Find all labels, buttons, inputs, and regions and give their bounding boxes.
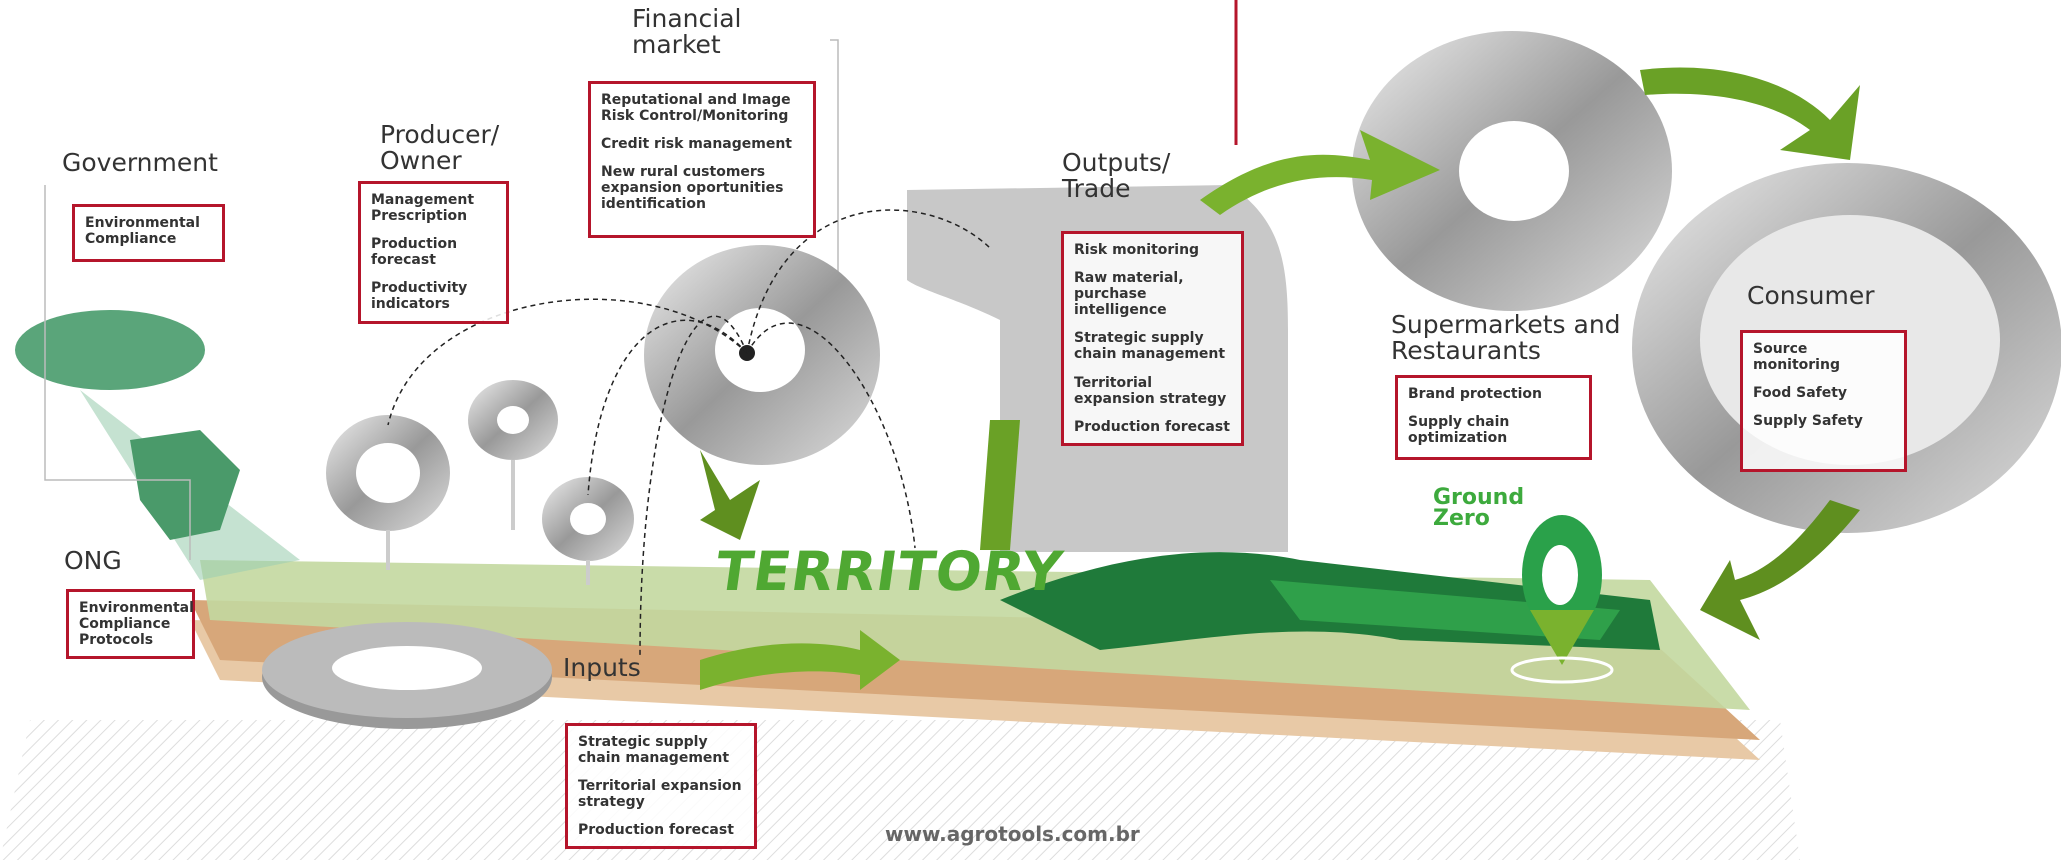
node-item: Production forecast bbox=[578, 822, 744, 838]
node-item: Environmental Compliance bbox=[85, 215, 212, 247]
node-box: Environmental Compliance bbox=[72, 204, 225, 262]
node-item: Reputational and Image Risk Control/Moni… bbox=[601, 92, 803, 124]
node-box: Source monitoring Food Safety Supply Safet… bbox=[1740, 330, 1907, 472]
node-item: Productivity indicators bbox=[371, 280, 496, 312]
node-item: Strategic supply chain management bbox=[578, 734, 744, 766]
node-item: Raw material, purchase intelligence bbox=[1074, 270, 1231, 318]
node-title: ONG bbox=[64, 548, 164, 574]
node-title: Inputs bbox=[563, 655, 713, 681]
node-item: Territorial expansion strategy bbox=[1074, 375, 1231, 407]
node-box: Management Prescription Production foreca… bbox=[358, 181, 509, 324]
node-box: Reputational and Image Risk Control/Moni… bbox=[588, 81, 816, 238]
node-box: Environmental Compliance Protocols bbox=[66, 589, 195, 659]
node-item: Source monitoring bbox=[1753, 341, 1894, 373]
node-item: Food Safety bbox=[1753, 385, 1894, 401]
ground-zero-label: Ground Zero bbox=[1433, 488, 1533, 530]
territory-label: TERRITORY bbox=[712, 540, 1067, 603]
node-item: Credit risk management bbox=[601, 136, 803, 152]
node-title: Financial market bbox=[632, 6, 772, 59]
node-title: Government bbox=[62, 150, 262, 176]
node-box: Risk monitoring Raw material, purchase in… bbox=[1061, 231, 1244, 446]
node-item: Supply chain optimization bbox=[1408, 414, 1579, 446]
node-box: Strategic supply chain management Territo… bbox=[565, 723, 757, 849]
node-item: Brand protection bbox=[1408, 386, 1579, 402]
node-item: Supply Safety bbox=[1753, 413, 1894, 429]
node-item: Management Prescription bbox=[371, 192, 496, 224]
node-item: Production forecast bbox=[1074, 419, 1231, 435]
node-title: Outputs/ Trade bbox=[1062, 150, 1212, 203]
node-title: Consumer bbox=[1747, 283, 1947, 309]
node-box: Brand protection Supply chain optimizatio… bbox=[1395, 375, 1592, 460]
page: TERRITORY Ground Zero www.agrotools.com.… bbox=[0, 0, 2061, 860]
node-item: Territorial expansion strategy bbox=[578, 778, 744, 810]
node-item: Environmental Compliance Protocols bbox=[79, 600, 182, 648]
node-title: Producer/ Owner bbox=[380, 122, 530, 175]
node-item: New rural customers expansion oportuniti… bbox=[601, 164, 803, 212]
node-item: Production forecast bbox=[371, 236, 496, 268]
node-title: Supermarkets and Restaurants bbox=[1391, 312, 1631, 365]
node-item: Strategic supply chain management bbox=[1074, 330, 1231, 362]
website: www.agrotools.com.br bbox=[885, 822, 1140, 846]
node-item: Risk monitoring bbox=[1074, 242, 1231, 258]
